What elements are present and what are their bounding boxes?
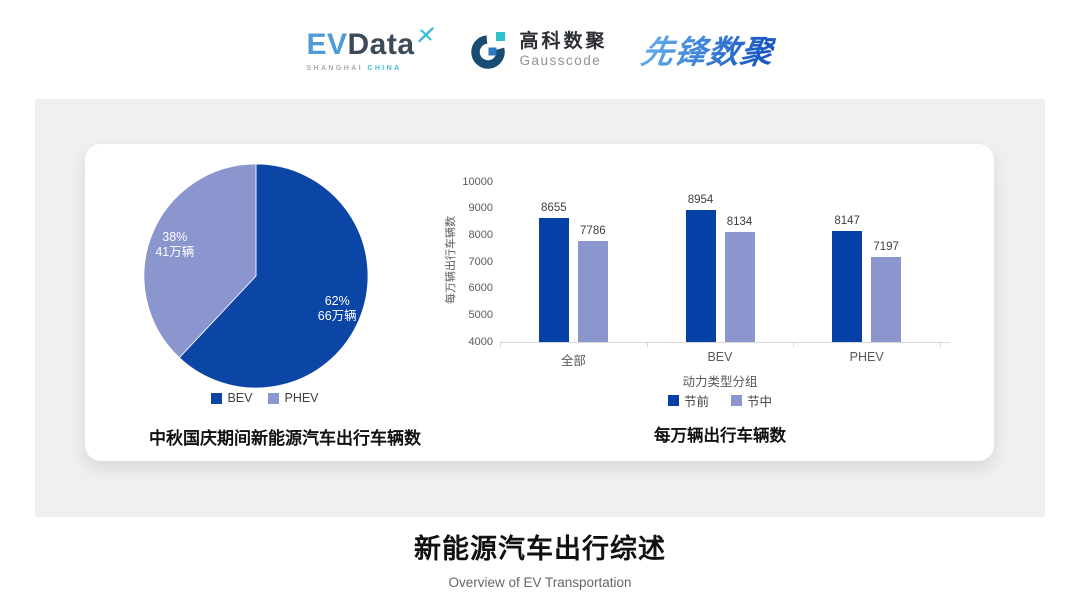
pioneer-logo: 先锋数聚	[637, 27, 777, 73]
charts-panel: 62% 66万辆 38% 41万辆 BEV PHEV 中秋国庆期间新能源汽车出行车辆数 …	[35, 99, 1045, 517]
pie-legend-item-bev: BEV	[211, 391, 252, 405]
bar-节中-BEV	[724, 231, 755, 342]
gausscode-teal-square	[495, 32, 505, 41]
evdata-china-text: CHINA	[367, 65, 402, 72]
gausscode-text: 高科数聚 Gausscode	[520, 31, 608, 69]
bar-legend: 节前 节中	[500, 391, 940, 410]
page-title: 新能源汽车出行综述	[414, 534, 666, 564]
bar-category-label-phev: PHEV	[849, 350, 884, 364]
gausscode-en-text: Gausscode	[519, 53, 602, 68]
legend-swatch	[211, 392, 223, 404]
legend-label: BEV	[227, 391, 253, 405]
legend-label: 节前	[683, 395, 709, 409]
bar-category-label-全部: 全部	[560, 354, 586, 368]
bar-节前-BEV	[685, 209, 716, 342]
bar-value-label: 8954	[687, 193, 714, 206]
y-tick-label: 5000	[468, 308, 493, 321]
bar-plot-area: 8655 7786 8954 8134 8147 7197	[500, 182, 950, 347]
legend-swatch	[667, 395, 679, 406]
pie-slice-label-phev: 38% 41万辆	[155, 230, 194, 259]
evdata-logo: EV Data SHANGHAI CHINA	[306, 27, 434, 72]
bar-category-label-bev: BEV	[707, 350, 733, 364]
y-tick-label: 9000	[468, 202, 493, 215]
x-axis-tick	[646, 342, 648, 347]
gausscode-cn-text: 高科数聚	[519, 31, 608, 52]
pie-slice-label-bev: 62% 66万辆	[318, 294, 357, 323]
y-tick-label: 10000	[462, 175, 493, 188]
bar-节前-PHEV	[832, 231, 863, 342]
legend-label: 节中	[747, 395, 773, 409]
evdata-shanghai-text: SHANGHAI	[306, 65, 363, 72]
bar-value-label: 8134	[726, 215, 753, 228]
pie-slice-bev	[178, 163, 369, 389]
evdata-subtext: SHANGHAI CHINA	[306, 65, 434, 72]
evdata-data-text: Data	[347, 28, 415, 61]
x-axis-line	[500, 342, 950, 343]
x-axis-tick	[793, 342, 795, 347]
pie-slice-phev	[143, 163, 257, 359]
bar-legend-item-节前: 节前	[667, 391, 709, 410]
pie-chart-title: 中秋国庆期间新能源汽车出行车辆数	[149, 429, 421, 448]
gausscode-g-icon	[470, 32, 505, 69]
gausscode-logo: 高科数聚 Gausscode	[469, 28, 608, 72]
bar-value-label: 7197	[873, 240, 899, 253]
bar-value-label: 7786	[580, 225, 606, 238]
bar-节中-全部	[577, 241, 608, 342]
bar-节中-PHEV	[871, 256, 902, 342]
x-sparkle-icon	[417, 27, 434, 43]
evdata-ev-text: EV	[306, 28, 348, 61]
page-subtitle: Overview of EV Transportation	[448, 575, 632, 590]
bar-value-label: 8147	[834, 215, 860, 228]
evdata-wordmark: EV Data	[306, 27, 434, 62]
y-tick-label: 8000	[468, 228, 493, 241]
y-tick-label: 4000	[468, 335, 493, 348]
y-tick-label: 6000	[468, 282, 493, 295]
bar-legend-item-节中: 节中	[731, 391, 772, 410]
legend-swatch	[731, 395, 742, 406]
pie-legend: BEV PHEV	[85, 391, 445, 405]
bar-x-axis-label: 动力类型分组	[682, 375, 758, 389]
bar-节前-全部	[538, 217, 569, 342]
x-axis-tick	[940, 342, 941, 347]
legend-swatch	[268, 392, 280, 404]
charts-card: 62% 66万辆 38% 41万辆 BEV PHEV 中秋国庆期间新能源汽车出行车辆数 …	[85, 144, 994, 461]
gausscode-blue-square	[488, 47, 497, 56]
footer: 新能源汽车出行综述 Overview of EV Transportation	[0, 527, 1080, 590]
pie-chart: 62% 66万辆 38% 41万辆	[143, 163, 369, 389]
bar-value-label: 8655	[541, 201, 567, 214]
bar-chart-title: 每万辆出行车辆数	[654, 427, 786, 445]
logo-bar: EV Data SHANGHAI CHINA 高科数聚 Gausscode	[0, 16, 1080, 84]
x-axis-tick	[500, 342, 501, 347]
y-tick-label: 7000	[468, 255, 493, 268]
pie-legend-item-phev: PHEV	[268, 391, 319, 405]
legend-label: PHEV	[284, 391, 319, 405]
